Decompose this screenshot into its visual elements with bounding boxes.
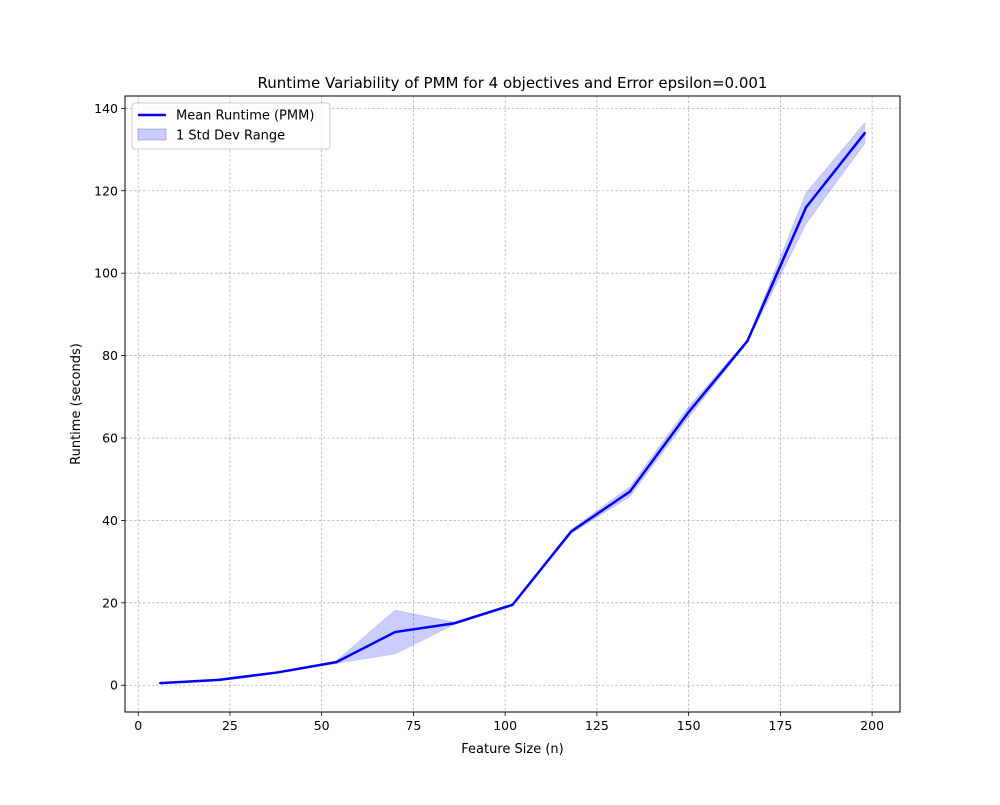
y-tick-label: 40 xyxy=(102,513,118,528)
x-tick-label: 125 xyxy=(585,718,609,733)
std-dev-band xyxy=(159,121,866,684)
y-tick-label: 20 xyxy=(102,595,118,610)
y-tick-label: 80 xyxy=(102,348,118,363)
legend-box xyxy=(131,102,331,150)
x-tick-label: 175 xyxy=(768,718,792,733)
x-tick-label: 0 xyxy=(134,718,142,733)
mean-runtime-point xyxy=(511,603,514,607)
mean-runtime-point xyxy=(687,410,690,414)
mean-runtime-point xyxy=(863,131,866,135)
legend-label-band: 1 Std Dev Range xyxy=(176,129,285,144)
x-tick-label: 25 xyxy=(222,718,238,733)
x-tick-label: 50 xyxy=(314,718,330,733)
legend: Mean Runtime (PMM) 1 Std Dev Range xyxy=(131,102,331,150)
mean-runtime-point xyxy=(804,206,808,209)
x-tick-label: 200 xyxy=(860,718,884,733)
mean-runtime-point xyxy=(452,622,455,625)
mean-line-layer xyxy=(159,131,866,685)
y-axis-ticks: 0 20 40 60 80 100 120 140 xyxy=(94,101,125,693)
mean-runtime-point xyxy=(276,671,279,674)
y-axis-label: Runtime (seconds) xyxy=(69,343,84,465)
mean-runtime-point xyxy=(746,339,749,343)
y-tick-label: 60 xyxy=(102,430,118,445)
y-tick-label: 0 xyxy=(110,678,118,693)
gridlines xyxy=(125,96,900,712)
mean-runtime-point xyxy=(628,490,632,493)
mean-runtime-point xyxy=(570,530,573,533)
x-tick-label: 75 xyxy=(405,718,421,733)
legend-band-swatch xyxy=(137,128,167,141)
chart-title: Runtime Variability of PMM for 4 objecti… xyxy=(258,74,768,92)
x-tick-label: 100 xyxy=(493,718,517,733)
mean-runtime-point xyxy=(393,630,397,634)
y-tick-label: 120 xyxy=(94,183,118,198)
x-tick-label: 150 xyxy=(677,718,701,733)
std-dev-band-layer xyxy=(159,121,866,684)
mean-runtime-point xyxy=(217,678,221,682)
y-tick-label: 140 xyxy=(94,101,118,116)
plot-frame xyxy=(124,95,901,713)
x-axis-label: Feature Size (n) xyxy=(461,742,563,757)
x-axis-ticks: 0 25 50 75 100 125 150 175 200 xyxy=(134,712,884,733)
mean-runtime-point xyxy=(159,681,162,685)
mean-runtime-point xyxy=(335,660,338,664)
y-tick-label: 100 xyxy=(94,266,118,281)
legend-label-mean: Mean Runtime (PMM) xyxy=(176,109,314,124)
plot-area xyxy=(125,96,900,712)
